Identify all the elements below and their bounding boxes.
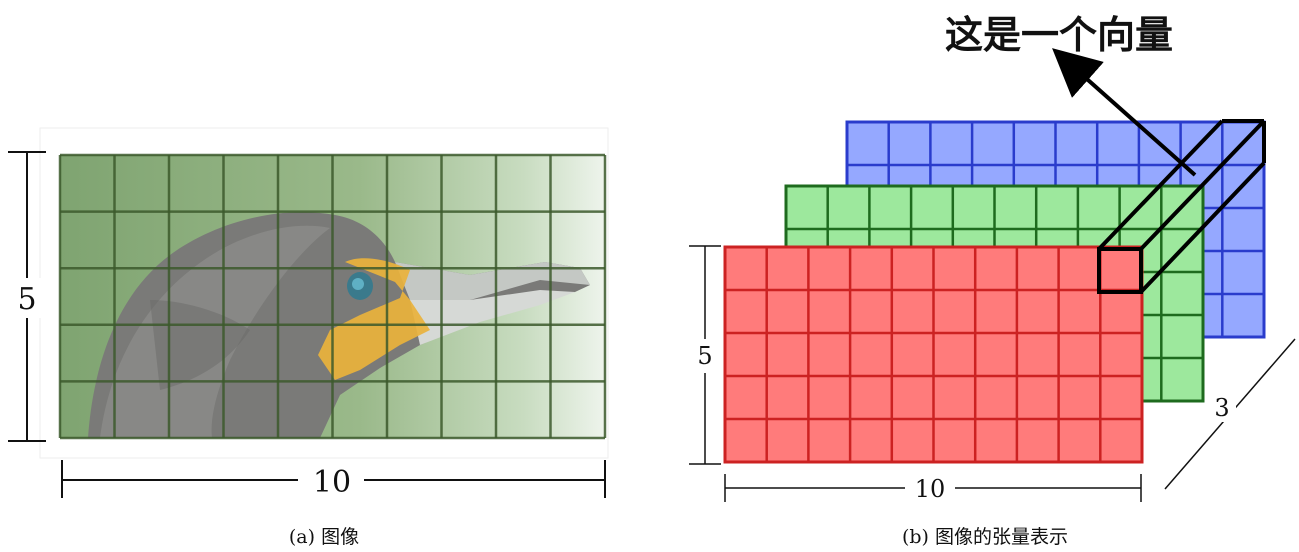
- width-dimension: 10: [61, 460, 606, 500]
- panel-a: 5 10 (a) 图像: [8, 127, 609, 548]
- channel-stack: [723, 120, 1266, 464]
- channel-red: [723, 245, 1144, 464]
- cols-label-b: 10: [915, 475, 946, 503]
- callout-text: 这是一个向量: [945, 13, 1173, 57]
- rows-label-a: 5: [17, 282, 36, 317]
- rows-label-b: 5: [697, 342, 712, 370]
- height-dimension: 5: [8, 151, 46, 442]
- height-dimension-b: 5: [689, 245, 721, 465]
- depth-label-b: 3: [1214, 394, 1229, 422]
- cols-label-a: 10: [313, 465, 351, 500]
- caption-b: (b) 图像的张量表示: [902, 526, 1068, 548]
- width-dimension-b: 10: [724, 474, 1142, 504]
- panel-b: 这是一个向量 5 10 3 (b) 图像的张量表示: [689, 13, 1296, 548]
- vector-highlight: [1097, 119, 1266, 294]
- callout-arrow: [1052, 48, 1197, 177]
- pixel-grid: [58, 153, 607, 440]
- caption-a: (a) 图像: [289, 526, 359, 548]
- depth-dimension-b: 3: [1164, 338, 1296, 490]
